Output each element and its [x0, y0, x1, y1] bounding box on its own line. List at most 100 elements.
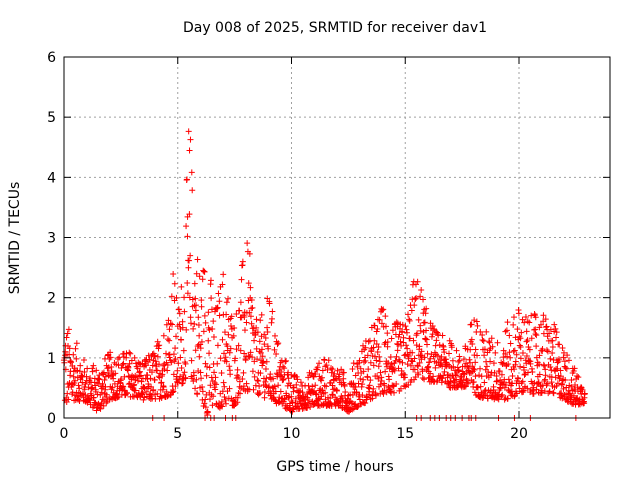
data-point — [477, 383, 484, 390]
data-point — [322, 363, 329, 370]
data-point — [541, 362, 548, 369]
y-tick-label: 0 — [47, 411, 56, 427]
data-point — [245, 352, 252, 359]
data-point — [559, 345, 566, 352]
data-point — [86, 396, 93, 403]
data-point — [438, 353, 445, 360]
data-point — [400, 334, 407, 341]
data-point — [196, 332, 203, 339]
data-point — [360, 368, 367, 375]
data-point — [354, 363, 361, 370]
data-point — [284, 382, 291, 389]
data-point — [186, 257, 193, 264]
data-point — [249, 368, 256, 375]
data-point — [272, 388, 279, 395]
data-point — [455, 358, 462, 365]
data-point — [571, 365, 578, 372]
data-point — [216, 298, 223, 305]
data-point — [432, 364, 439, 371]
data-point — [568, 377, 575, 384]
data-point — [472, 373, 479, 380]
data-point — [515, 375, 522, 382]
data-point — [557, 373, 564, 380]
data-point — [420, 319, 427, 326]
data-point — [444, 361, 451, 368]
data-point — [103, 391, 110, 398]
data-point — [533, 386, 540, 393]
data-point — [196, 353, 203, 360]
data-point — [424, 341, 431, 348]
data-point — [411, 355, 418, 362]
data-point — [544, 380, 551, 387]
data-point — [170, 271, 177, 278]
data-point — [511, 366, 518, 373]
data-point — [526, 346, 533, 353]
data-point — [81, 369, 88, 376]
data-point — [487, 372, 494, 379]
data-point — [244, 240, 251, 247]
data-point — [248, 320, 255, 327]
data-point — [248, 296, 255, 303]
data-point — [269, 308, 276, 315]
data-point — [150, 386, 157, 393]
data-point — [211, 369, 218, 376]
data-point — [517, 335, 524, 342]
data-point — [382, 323, 389, 330]
data-point — [493, 378, 500, 385]
data-point — [539, 345, 546, 352]
y-tick-label: 3 — [47, 231, 56, 247]
data-point — [364, 394, 371, 401]
data-point — [316, 373, 323, 380]
data-point — [254, 356, 261, 363]
data-point — [261, 388, 268, 395]
data-point — [359, 381, 366, 388]
data-point — [154, 390, 161, 397]
data-point — [408, 357, 415, 364]
data-point — [264, 329, 271, 336]
data-point — [127, 350, 134, 357]
data-point — [514, 326, 521, 333]
data-point — [503, 382, 510, 389]
data-point — [181, 308, 188, 315]
data-point — [158, 394, 165, 401]
data-point — [250, 386, 257, 393]
data-point — [379, 307, 386, 314]
data-point — [187, 252, 194, 259]
data-point — [417, 293, 424, 300]
data-point — [439, 375, 446, 382]
data-point — [564, 352, 571, 359]
x-tick-label: 5 — [173, 426, 182, 442]
data-point — [225, 295, 232, 302]
data-point — [87, 401, 94, 408]
data-point — [214, 304, 221, 311]
data-point — [389, 327, 396, 334]
data-point — [376, 353, 383, 360]
data-point — [419, 375, 426, 382]
data-point — [134, 365, 141, 372]
data-point — [388, 335, 395, 342]
data-point — [297, 379, 304, 386]
data-point — [243, 319, 250, 326]
data-point — [322, 389, 329, 396]
data-point — [289, 399, 296, 406]
data-point — [126, 380, 133, 387]
data-point — [202, 404, 209, 411]
data-point — [536, 371, 543, 378]
data-point — [494, 377, 501, 384]
data-point — [149, 362, 156, 369]
data-point — [227, 323, 234, 330]
data-point — [510, 314, 517, 321]
data-point — [560, 354, 567, 361]
data-point — [527, 360, 534, 367]
data-point — [262, 365, 269, 372]
data-point — [238, 276, 245, 283]
data-point — [394, 347, 401, 354]
data-point — [517, 355, 524, 362]
data-point — [235, 374, 242, 381]
data-point — [266, 383, 273, 390]
data-point — [550, 390, 557, 397]
data-point — [554, 365, 561, 372]
data-point — [515, 310, 522, 317]
data-point — [481, 352, 488, 359]
data-point — [403, 326, 410, 333]
